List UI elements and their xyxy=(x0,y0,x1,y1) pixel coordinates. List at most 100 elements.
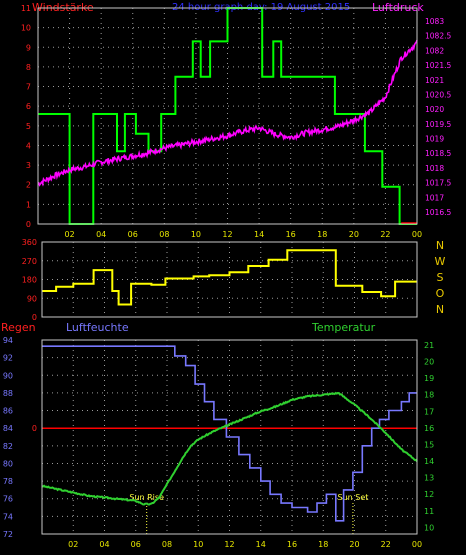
y-tick-label-pressure: 1021.5 xyxy=(425,61,451,70)
y-tick-label-pressure: 1016.5 xyxy=(425,208,451,217)
y-tick-label-direction: 0 xyxy=(32,313,37,322)
y-tick-label-wind: 4 xyxy=(26,141,31,150)
y-tick-label-wind: 8 xyxy=(26,63,31,72)
x-tick-label: 02 xyxy=(64,230,74,239)
bot-x-ticks: 02 04 06 08 10 12 14 16 18 20 22 00 xyxy=(68,540,422,549)
y-tick-label-wind: 0 xyxy=(26,220,31,229)
x-tick-label: 18 xyxy=(317,230,327,239)
y-tick-label-wind: 11 xyxy=(21,4,31,13)
y-tick-label-humidity: 76 xyxy=(3,495,13,504)
y-tick-label-pressure: 1082.5 xyxy=(425,32,451,41)
panel-humidity-temperature: Regen Luftfeuchte Temperatur 72 74 76 78 80 8… xyxy=(1,321,434,549)
y-tick-label-pressure: 1019 xyxy=(425,135,444,144)
y-tick-label-humidity: 86 xyxy=(3,407,13,416)
x-tick-label: 00 xyxy=(412,540,422,549)
panel-wind-pressure: Windstärke 24 hour graph day: 19 August … xyxy=(21,1,452,239)
x-tick-label: 06 xyxy=(128,230,138,239)
y-tick-label-wind: 5 xyxy=(26,122,31,131)
x-tick-label: 12 xyxy=(224,540,234,549)
y-tick-label-temperature: 14 xyxy=(424,457,434,466)
y-tick-label-temperature: 12 xyxy=(424,490,434,499)
top-x-ticks: 02 04 06 08 10 12 14 16 18 20 22 00 xyxy=(64,230,422,239)
y-tick-label-humidity: 88 xyxy=(3,389,13,398)
x-tick-label: 06 xyxy=(131,540,141,549)
y-tick-label-humidity: 90 xyxy=(3,371,13,380)
top-frame xyxy=(37,7,418,225)
y-tick-label-temperature: 19 xyxy=(424,374,434,383)
y-tick-label-temperature: 10 xyxy=(424,523,434,532)
y-tick-label-humidity: 94 xyxy=(3,336,13,345)
y-tick-label-pressure: 1018.5 xyxy=(425,149,451,158)
y-tick-label-temperature: 20 xyxy=(424,358,434,367)
y-tick-label-temperature: 13 xyxy=(424,474,434,483)
bot-y-ticks-temperature: 10 11 12 13 14 15 16 17 18 19 20 21 xyxy=(424,341,434,532)
x-tick-label: 14 xyxy=(254,230,264,239)
y-tick-label-direction: 180 xyxy=(22,276,37,285)
x-tick-label: 08 xyxy=(159,230,169,239)
humidity-line xyxy=(42,345,417,522)
x-tick-label: 20 xyxy=(349,230,359,239)
x-tick-label: 10 xyxy=(191,230,201,239)
y-tick-label-humidity: 84 xyxy=(3,424,13,433)
x-tick-label: 04 xyxy=(99,540,109,549)
x-tick-label: 22 xyxy=(380,230,390,239)
humidity-label: Luftfeuchte xyxy=(66,321,129,334)
x-tick-label: 18 xyxy=(318,540,328,549)
y-tick-label-temperature: 21 xyxy=(424,341,434,350)
y-tick-label-pressure: 1083 xyxy=(425,17,444,26)
y-tick-label-humidity: 82 xyxy=(3,442,13,451)
compass-label: S xyxy=(437,271,444,284)
x-tick-label: 20 xyxy=(349,540,359,549)
bot-y-ticks-humidity: 72 74 76 78 80 82 84 86 88 90 92 94 0 xyxy=(3,336,37,539)
y-tick-label-wind: 1 xyxy=(26,200,31,209)
y-tick-label-humidity: 78 xyxy=(3,477,13,486)
top-y-ticks-right: 1016.5 1017 1017.5 1018 1018.5 1019 1019.5 1020… xyxy=(425,17,451,217)
y-tick-label-pressure: 1017.5 xyxy=(425,179,451,188)
x-tick-label: 08 xyxy=(162,540,172,549)
y-tick-label-wind: 3 xyxy=(26,161,31,170)
sun-annotations: Sun Rise Sun Set xyxy=(129,493,368,534)
x-tick-label: 16 xyxy=(287,540,297,549)
mid-series xyxy=(42,249,417,306)
y-tick-label-temperature: 11 xyxy=(424,507,434,516)
top-series xyxy=(37,7,418,225)
y-tick-label-pressure: 1082 xyxy=(425,46,444,55)
y-tick-label-pressure: 1020.5 xyxy=(425,90,451,99)
y-tick-label-pressure: 1017 xyxy=(425,193,444,202)
compass-label: N xyxy=(436,303,444,316)
mid-y-ticks: 0 90 180 270 360 xyxy=(22,238,37,322)
y-tick-label-humidity: 72 xyxy=(3,530,13,539)
y-tick-label-humidity: 92 xyxy=(3,354,13,363)
x-tick-label: 00 xyxy=(412,230,422,239)
x-tick-label: 16 xyxy=(286,230,296,239)
y-tick-label-direction: 90 xyxy=(27,294,37,303)
sun-rise-label: Sun Rise xyxy=(129,493,164,502)
y-tick-label-pressure: 1020 xyxy=(425,105,444,114)
x-tick-label: 04 xyxy=(96,230,106,239)
y-tick-label-wind: 2 xyxy=(26,181,31,190)
y-tick-label-humidity: 74 xyxy=(3,512,13,521)
compass-label: O xyxy=(436,287,445,300)
y-tick-label-wind: 10 xyxy=(21,24,31,33)
y-tick-label-direction: 270 xyxy=(22,257,37,266)
y-tick-label-temperature: 15 xyxy=(424,440,434,449)
compass-label: W xyxy=(435,255,446,268)
compass-label: N xyxy=(436,239,444,252)
y-tick-label-pressure: 1018 xyxy=(425,164,444,173)
x-tick-label: 02 xyxy=(68,540,78,549)
top-y-ticks-left: 0 1 2 3 4 5 6 7 8 9 10 11 xyxy=(21,4,31,229)
sun-set-label: Sun Set xyxy=(337,493,368,502)
y-tick-label-pressure: 1019.5 xyxy=(425,120,451,129)
y-tick-label-temperature: 16 xyxy=(424,424,434,433)
rain-label: Regen xyxy=(1,321,36,334)
y-tick-label-wind: 6 xyxy=(26,102,31,111)
bot-frame xyxy=(41,339,418,535)
y-tick-label-rain: 0 xyxy=(32,424,37,433)
wind-direction-line xyxy=(42,249,417,306)
x-tick-label: 14 xyxy=(256,540,266,549)
temperature-label: Temperatur xyxy=(311,321,376,334)
y-tick-label-direction: 360 xyxy=(22,238,37,247)
y-tick-label-humidity: 80 xyxy=(3,459,13,468)
